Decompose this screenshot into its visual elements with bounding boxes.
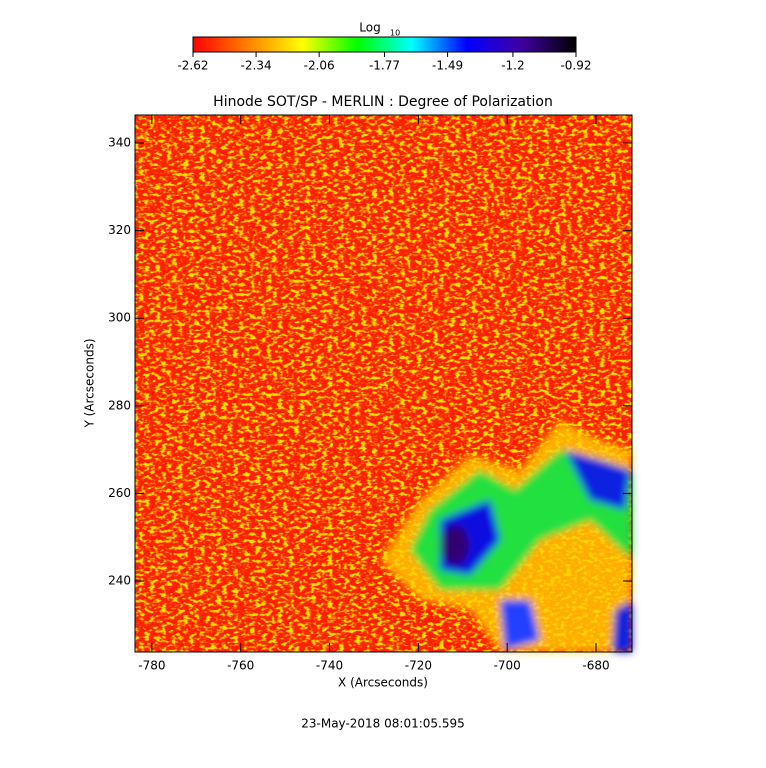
y-tick-label: 240 (108, 574, 131, 588)
colorbar-tick-label: -2.06 (304, 59, 335, 73)
colorbar-tick-label: -1.2 (501, 59, 524, 73)
y-tick-label: 320 (108, 223, 131, 237)
x-tick-label: -740 (316, 659, 343, 673)
x-tick-label: -720 (405, 659, 432, 673)
colorbar-label: Log (359, 21, 380, 35)
chart-title: Hinode SOT/SP - MERLIN : Degree of Polar… (213, 94, 553, 110)
y-tick-label: 340 (108, 136, 131, 150)
y-tick-label: 300 (108, 311, 131, 325)
y-tick-label: 280 (108, 398, 131, 412)
colorbar-tick-label: -1.77 (369, 59, 400, 73)
x-tick-label: -760 (227, 659, 254, 673)
y-axis-label: Y (Arcseconds) (83, 338, 97, 428)
x-tick-label: -680 (582, 659, 609, 673)
colorbar-tick-label: -2.62 (177, 59, 208, 73)
plot-frame (134, 114, 633, 653)
colorbar-tick-label: -0.92 (560, 59, 591, 73)
x-tick-label: -700 (494, 659, 521, 673)
colorbar-tick-label: -2.34 (241, 59, 272, 73)
image (134, 114, 633, 653)
y-tick-label: 260 (108, 486, 131, 500)
colorbar-tick-label: -1.49 (432, 59, 463, 73)
colorbar-label-sub: 10 (390, 29, 400, 38)
active-region (380, 420, 632, 652)
date: 23-May-2018 08:01:05.595 (301, 717, 465, 731)
x-axis-label: X (Arcseconds) (338, 676, 428, 690)
x-tick-label: -780 (138, 659, 165, 673)
colorbar (192, 36, 577, 53)
